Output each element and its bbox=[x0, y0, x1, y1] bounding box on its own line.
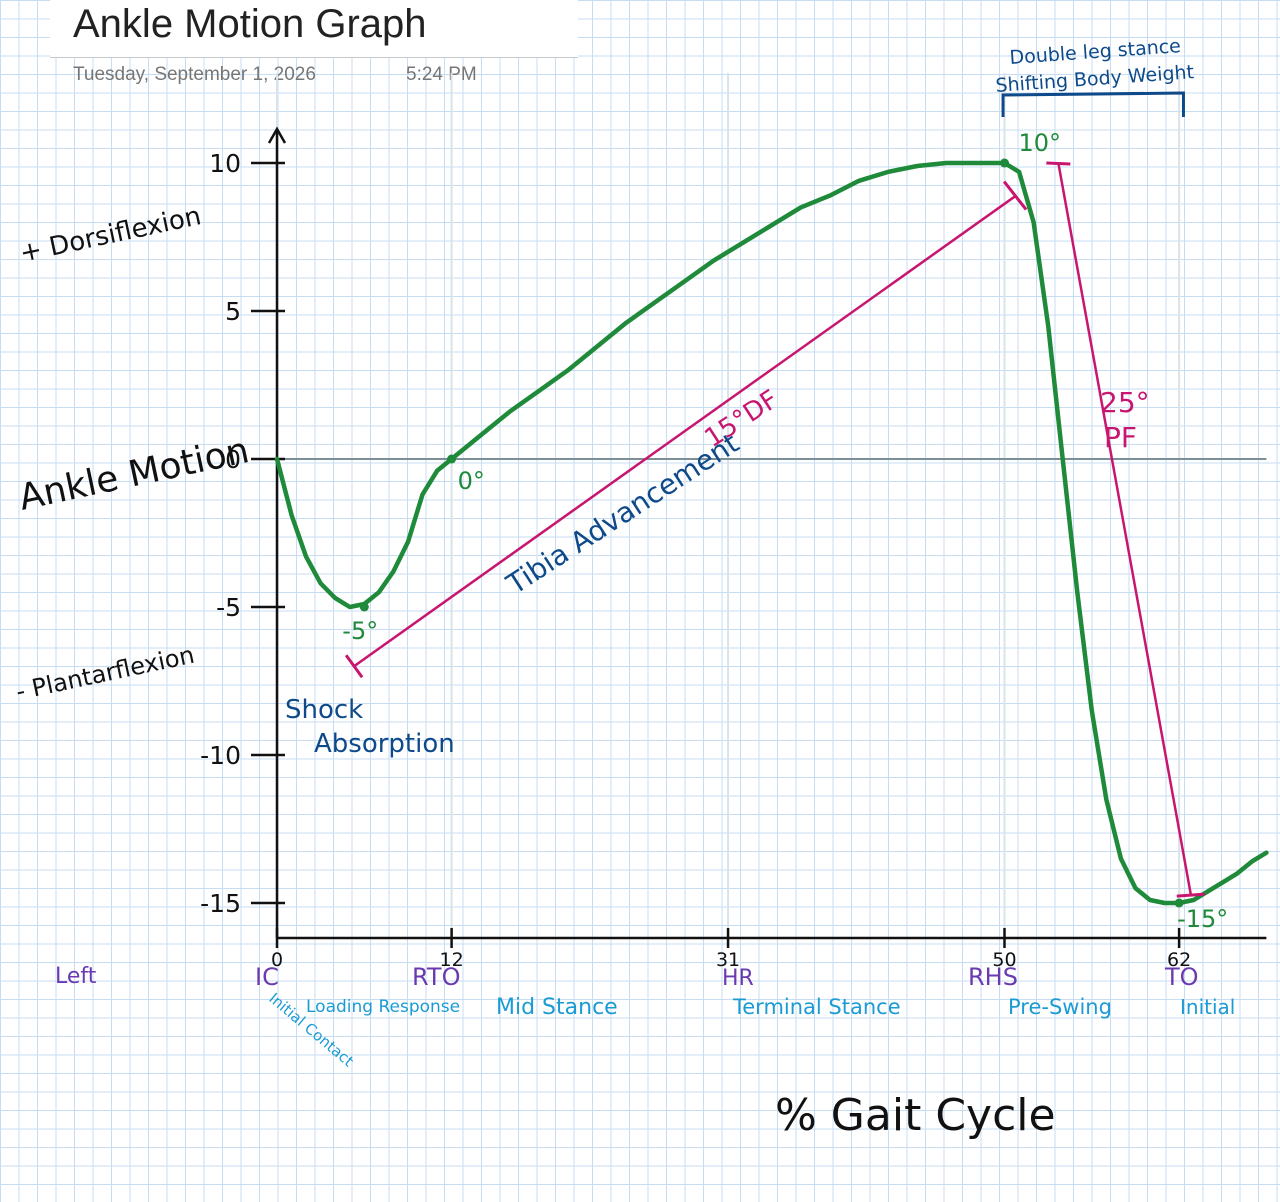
y-tick-label: -5 bbox=[216, 593, 241, 622]
event-hr: HR bbox=[722, 966, 754, 991]
event-rto: RTO bbox=[412, 963, 460, 991]
span-cap bbox=[1046, 161, 1071, 166]
y-tick-label: 0 bbox=[225, 445, 241, 474]
y-axis-arrow bbox=[267, 126, 287, 144]
side-label: Left bbox=[55, 964, 97, 989]
y-tick-label: 5 bbox=[225, 297, 241, 326]
absorption-label: Absorption bbox=[314, 729, 455, 759]
y-tick-label: 10 bbox=[209, 149, 241, 178]
x-axis-label: % Gait Cycle bbox=[775, 1090, 1056, 1141]
dorsiflexion-span-line bbox=[353, 194, 1017, 668]
plantarflexion-span-line bbox=[1057, 162, 1192, 895]
key-point-label: -15° bbox=[1177, 905, 1228, 933]
double-stance-bracket bbox=[1001, 91, 1185, 117]
phase-initial-swing: Initial bbox=[1180, 995, 1235, 1019]
span-cap bbox=[1176, 892, 1205, 898]
span-label-pf: PF bbox=[1104, 421, 1137, 454]
y-label-positive: + Dorsiflexion bbox=[17, 201, 204, 269]
note-time: 5:24 PM bbox=[406, 64, 477, 85]
shock-label: Shock bbox=[285, 695, 363, 725]
span-cap bbox=[1002, 180, 1028, 211]
tibia-advancement-label: Tibia Advancement bbox=[500, 426, 745, 601]
y-axis-label: Ankle Motion bbox=[15, 430, 252, 519]
phase-terminal-stance: Terminal Stance bbox=[732, 995, 901, 1019]
y-tick-label: -15 bbox=[200, 889, 241, 918]
event-rhs: RHS bbox=[968, 963, 1018, 991]
span-cap bbox=[344, 654, 364, 679]
y-label-negative: - Plantarflexion bbox=[13, 641, 196, 706]
phase-mid-stance: Mid Stance bbox=[496, 995, 618, 1020]
x-tick-label: 50 bbox=[992, 949, 1016, 971]
x-tick-label: 62 bbox=[1167, 949, 1191, 971]
y-tick-label: -10 bbox=[200, 741, 241, 770]
key-point bbox=[447, 454, 457, 464]
phase-pre-swing: Pre-Swing bbox=[1008, 995, 1112, 1019]
ankle-motion-curve bbox=[274, 160, 1269, 906]
key-point bbox=[1174, 898, 1184, 908]
key-point-label: 0° bbox=[458, 467, 485, 495]
key-point-label: -5° bbox=[342, 617, 378, 645]
x-tick-label: 0 bbox=[271, 949, 283, 971]
key-point bbox=[359, 602, 369, 612]
note-date: Tuesday, September 1, 2026 bbox=[73, 64, 316, 85]
page-title[interactable]: Ankle Motion Graph bbox=[73, 2, 427, 46]
note-header bbox=[50, 0, 578, 58]
key-point bbox=[1000, 158, 1009, 168]
x-tick-label: 31 bbox=[716, 949, 740, 971]
span-label-plantarflexion-deg: 25° bbox=[1100, 386, 1150, 419]
event-to: TO bbox=[1164, 963, 1199, 991]
phase-loading-response: Loading Response bbox=[306, 997, 460, 1017]
key-point-label: 10° bbox=[1019, 129, 1062, 157]
event-ic: IC bbox=[255, 963, 279, 991]
x-tick-label: 12 bbox=[440, 949, 464, 971]
